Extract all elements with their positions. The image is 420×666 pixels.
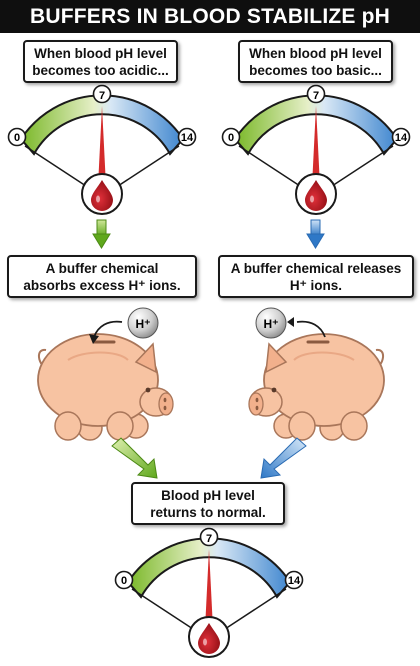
blue-down-arrow <box>306 219 325 249</box>
release-curved-arrow <box>287 317 326 338</box>
release-box-line2: H⁺ ions. <box>289 277 343 293</box>
ph-gauge-right <box>221 84 411 215</box>
piggy-bank-right <box>247 332 386 442</box>
basic-condition-box: When blood pH level becomes too basic... <box>238 40 393 83</box>
ph-gauge-left <box>7 84 197 215</box>
piggy-bank-left <box>36 332 175 442</box>
gauge-bottom-max-label: 14 <box>288 575 301 587</box>
acidic-box-line1: When blood pH level <box>34 45 167 61</box>
green-diagonal-arrow <box>111 437 158 479</box>
gauge-left-mid-label: 7 <box>99 90 105 102</box>
absorb-curved-arrow <box>89 320 123 344</box>
gauge-bottom-min-label: 0 <box>121 575 127 587</box>
normal-box-line2: returns to normal. <box>150 504 266 520</box>
normal-ph-box: Blood pH level returns to normal. <box>131 482 285 525</box>
gauge-right-max-label: 14 <box>395 132 408 144</box>
absorb-box-line1: A buffer chemical <box>45 260 159 276</box>
ph-gauge-bottom <box>114 527 304 658</box>
normal-box-line1: Blood pH level <box>161 487 255 503</box>
gauge-bottom-mid-label: 7 <box>206 533 212 545</box>
gauge-right-mid-label: 7 <box>313 90 319 102</box>
absorb-box-line2: absorbs excess H⁺ ions. <box>23 277 181 293</box>
absorb-ions-box: A buffer chemical absorbs excess H⁺ ions… <box>7 255 197 298</box>
basic-box-line2: becomes too basic... <box>249 62 382 78</box>
blue-diagonal-arrow <box>260 437 307 479</box>
page-title: BUFFERS IN BLOOD STABILIZE pH <box>0 0 420 33</box>
gauge-right-min-label: 0 <box>228 132 234 144</box>
hydrogen-ion-left-label: H⁺ <box>136 317 151 331</box>
hydrogen-ion-right: H⁺ <box>255 307 287 339</box>
green-down-arrow <box>92 219 111 249</box>
release-box-line1: A buffer chemical releases <box>230 260 402 276</box>
basic-box-line1: When blood pH level <box>249 45 382 61</box>
acidic-condition-box: When blood pH level becomes too acidic..… <box>23 40 178 83</box>
gauge-left-min-label: 0 <box>14 132 20 144</box>
hydrogen-ion-left: H⁺ <box>127 307 159 339</box>
hydrogen-ion-right-label: H⁺ <box>264 317 279 331</box>
release-ions-box: A buffer chemical releases H⁺ ions. <box>218 255 414 298</box>
acidic-box-line2: becomes too acidic... <box>32 62 169 78</box>
gauge-left-max-label: 14 <box>181 132 194 144</box>
